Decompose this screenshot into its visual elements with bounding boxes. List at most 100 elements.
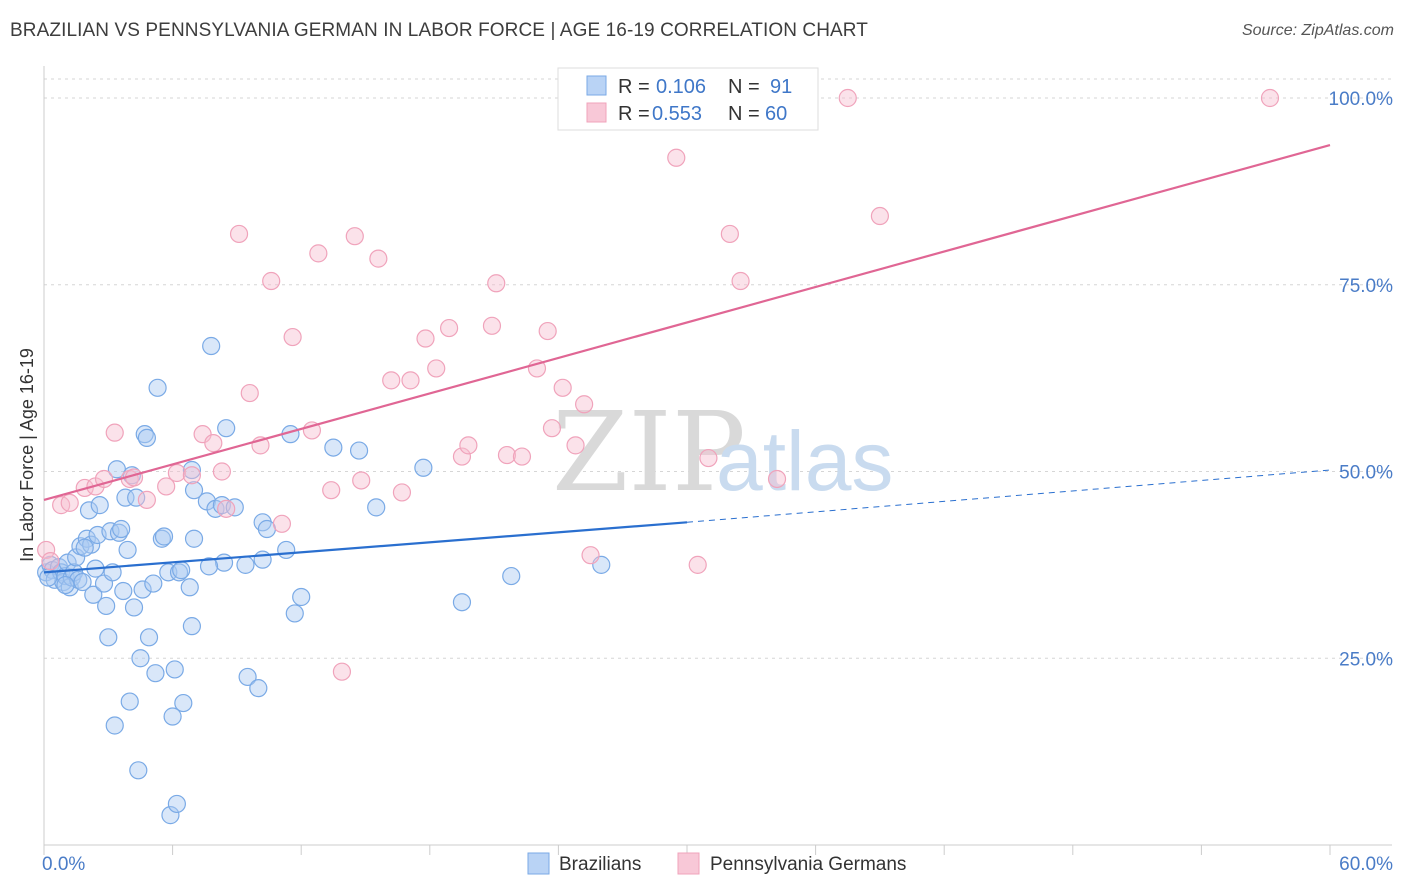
point-pennsylvania-german	[137, 490, 156, 509]
bottom-legend-pennsylvania-germans: Pennsylvania Germans	[710, 854, 906, 875]
point-pennsylvania-german	[870, 206, 890, 226]
point-pennsylvania-german	[566, 436, 585, 455]
legend-n-value-1: 91	[770, 76, 792, 98]
point-pennsylvania-german	[767, 469, 787, 489]
point-pennsylvania-german	[427, 359, 446, 378]
point-brazilian	[129, 761, 148, 780]
bottom-legend-swatch-pennsylvania-germans	[677, 852, 700, 875]
point-brazilian	[180, 578, 199, 597]
point-brazilian	[90, 496, 109, 515]
legend-n-label-2: N =	[728, 103, 760, 125]
point-pennsylvania-german	[345, 227, 364, 246]
point-pennsylvania-german	[699, 448, 718, 468]
x-tick-label: 0.0%	[42, 854, 85, 875]
point-brazilian	[202, 336, 221, 356]
point-pennsylvania-german	[322, 481, 341, 500]
point-brazilian	[124, 598, 144, 617]
point-brazilian	[217, 419, 236, 438]
legend-r-label-1: R =	[618, 76, 650, 98]
bottom-legend: Brazilians Pennsylvania Germans	[527, 852, 906, 875]
point-pennsylvania-german	[332, 662, 352, 681]
y-tick-label: 50.0%	[1339, 463, 1393, 484]
point-brazilian	[79, 501, 99, 520]
point-brazilian	[414, 458, 433, 477]
point-pennsylvania-german	[720, 224, 739, 244]
source-credit: Source: ZipAtlas.com	[1241, 22, 1394, 39]
point-brazilian	[152, 529, 171, 548]
point-brazilian	[118, 540, 137, 560]
legend-r-value-1: 0.106	[656, 76, 706, 98]
point-pennsylvania-german	[553, 378, 572, 397]
point-brazilian	[324, 438, 343, 457]
point-brazilian	[199, 557, 219, 576]
point-brazilian	[285, 604, 304, 623]
point-pennsylvania-german	[512, 447, 532, 466]
point-brazilian	[163, 707, 182, 726]
point-pennsylvania-german	[731, 271, 750, 291]
point-pennsylvania-german	[272, 514, 292, 533]
point-pennsylvania-german	[416, 329, 435, 348]
point-pennsylvania-german	[105, 423, 124, 442]
series-pennsylvania-germans	[37, 88, 1280, 681]
point-pennsylvania-german	[283, 327, 302, 347]
point-brazilian	[277, 540, 296, 560]
point-pennsylvania-german	[309, 244, 328, 263]
point-brazilian	[144, 574, 163, 593]
point-brazilian	[137, 428, 156, 447]
x-tick-label: 60.0%	[1339, 854, 1393, 875]
stats-legend: R = 0.106 N = 91 R = 0.553 N = 60	[557, 67, 819, 131]
x-tick-labels: 0.0% 60.0%	[42, 854, 1393, 875]
point-brazilian	[172, 561, 191, 580]
point-pennsylvania-german	[212, 462, 231, 481]
point-brazilian	[174, 693, 193, 713]
y-tick-label: 75.0%	[1339, 276, 1393, 297]
point-brazilian	[84, 585, 103, 604]
point-pennsylvania-german	[182, 466, 201, 485]
trendline-pennsylvania-germans	[43, 144, 1331, 501]
point-brazilian	[73, 572, 92, 592]
point-brazilian	[56, 575, 75, 595]
point-brazilian	[139, 628, 159, 647]
point-brazilian	[182, 460, 201, 480]
legend-n-label-1: N =	[728, 76, 760, 98]
chart-title: BRAZILIAN VS PENNSYLVANIA GERMAN IN LABO…	[10, 20, 868, 41]
trendlines	[43, 144, 1331, 574]
point-brazilian	[75, 538, 94, 557]
trendline-brazilians	[43, 521, 688, 574]
legend-swatch-brazilians	[586, 75, 607, 96]
point-brazilian	[131, 649, 150, 668]
point-brazilian	[165, 660, 184, 679]
point-pennsylvania-german	[688, 555, 707, 574]
legend-r-label-2: R =	[618, 103, 650, 125]
point-pennsylvania-german	[538, 321, 557, 341]
point-brazilian	[127, 488, 146, 507]
point-pennsylvania-german	[575, 395, 594, 414]
y-tick-labels: 25.0% 50.0% 75.0% 100.0%	[1329, 89, 1394, 670]
point-pennsylvania-german	[204, 434, 223, 453]
point-pennsylvania-german	[392, 483, 412, 502]
point-pennsylvania-german	[487, 274, 506, 293]
point-brazilian	[161, 806, 180, 825]
y-tick-label: 25.0%	[1339, 649, 1393, 670]
point-brazilian	[292, 587, 311, 607]
point-pennsylvania-german	[482, 316, 502, 335]
legend-r-value-2: 0.553	[652, 103, 702, 125]
point-brazilian	[253, 550, 272, 569]
point-pennsylvania-german	[667, 148, 686, 167]
point-brazilian	[120, 692, 139, 711]
point-brazilian	[97, 596, 116, 616]
point-brazilian	[214, 553, 234, 572]
point-pennsylvania-german	[157, 477, 176, 496]
point-brazilian	[114, 581, 133, 601]
point-brazilian	[133, 580, 152, 599]
point-pennsylvania-german	[41, 552, 60, 571]
legend-swatch-pennsylvania-germans	[586, 102, 607, 123]
point-brazilian	[349, 441, 369, 460]
point-pennsylvania-german	[217, 499, 236, 518]
point-brazilian	[184, 529, 204, 548]
point-brazilian	[99, 628, 118, 647]
point-brazilian	[167, 794, 186, 814]
point-pennsylvania-german	[369, 249, 388, 268]
point-brazilian	[182, 617, 201, 636]
bottom-legend-brazilians: Brazilians	[559, 854, 641, 875]
